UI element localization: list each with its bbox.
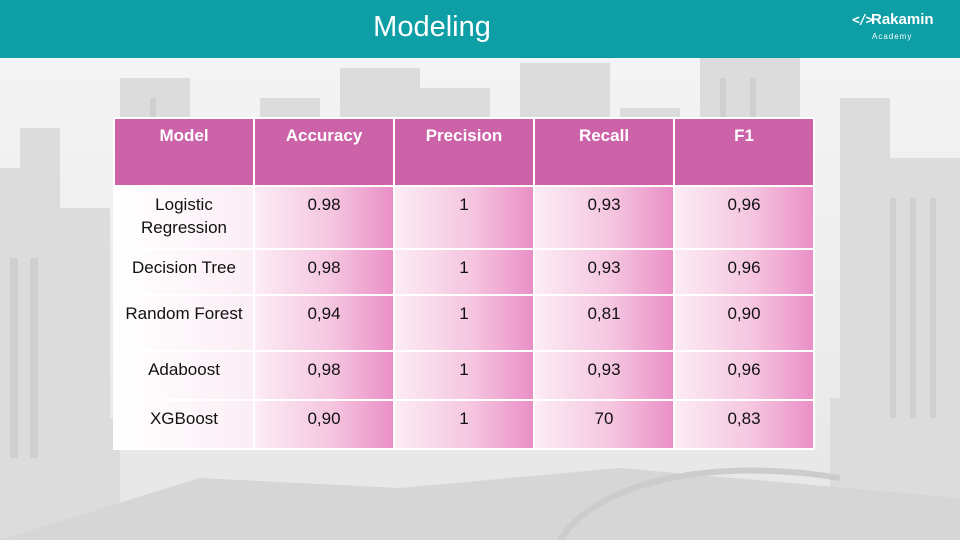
table-header-row: Model Accuracy Precision Recall F1 bbox=[113, 117, 815, 187]
column-header-recall: Recall bbox=[533, 117, 675, 187]
logo-name: Rakamin bbox=[871, 11, 934, 28]
page-title: Modeling bbox=[373, 11, 491, 43]
recall-cell: 0,93 bbox=[533, 248, 675, 296]
precision-cell: 1 bbox=[393, 185, 535, 250]
recall-cell: 0,93 bbox=[533, 350, 675, 401]
precision-cell: 1 bbox=[393, 248, 535, 296]
accuracy-cell: 0,94 bbox=[253, 294, 395, 352]
f1-cell: 0,83 bbox=[673, 399, 815, 450]
precision-cell: 1 bbox=[393, 350, 535, 401]
header-bar: Modeling </> Rakamin Academy bbox=[0, 0, 960, 58]
table-row: Logistic Regression 0.98 1 0,93 0,96 bbox=[113, 185, 815, 250]
table-row: Decision Tree 0,98 1 0,93 0,96 bbox=[113, 248, 815, 296]
model-name-cell: Adaboost bbox=[113, 350, 255, 401]
f1-cell: 0,96 bbox=[673, 350, 815, 401]
column-header-accuracy: Accuracy bbox=[253, 117, 395, 187]
accuracy-cell: 0.98 bbox=[253, 185, 395, 250]
model-comparison-table: Model Accuracy Precision Recall F1 Logis… bbox=[113, 117, 815, 450]
precision-cell: 1 bbox=[393, 399, 535, 450]
model-name-cell: Decision Tree bbox=[113, 248, 255, 296]
accuracy-cell: 0,98 bbox=[253, 248, 395, 296]
recall-cell: 0,81 bbox=[533, 294, 675, 352]
recall-cell: 70 bbox=[533, 399, 675, 450]
accuracy-cell: 0,90 bbox=[253, 399, 395, 450]
f1-cell: 0,90 bbox=[673, 294, 815, 352]
f1-cell: 0,96 bbox=[673, 185, 815, 250]
column-header-f1: F1 bbox=[673, 117, 815, 187]
accuracy-cell: 0,98 bbox=[253, 350, 395, 401]
column-header-model: Model bbox=[113, 117, 255, 187]
table-row: XGBoost 0,90 1 70 0,83 bbox=[113, 399, 815, 450]
column-header-precision: Precision bbox=[393, 117, 535, 187]
model-name-cell: Logistic Regression bbox=[113, 185, 255, 250]
table-row: Adaboost 0,98 1 0,93 0,96 bbox=[113, 350, 815, 401]
rakamin-logo: </> Rakamin Academy bbox=[852, 11, 952, 47]
precision-cell: 1 bbox=[393, 294, 535, 352]
table-row: Random Forest 0,94 1 0,81 0,90 bbox=[113, 294, 815, 352]
recall-cell: 0,93 bbox=[533, 185, 675, 250]
f1-cell: 0,96 bbox=[673, 248, 815, 296]
model-name-cell: Random Forest bbox=[113, 294, 255, 352]
code-bracket-icon: </> bbox=[852, 13, 874, 28]
logo-subtitle: Academy bbox=[872, 32, 913, 41]
model-name-cell: XGBoost bbox=[113, 399, 255, 450]
